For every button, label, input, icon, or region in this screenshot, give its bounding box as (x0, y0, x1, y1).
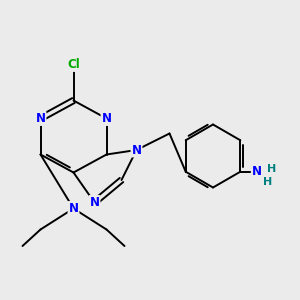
Text: H: H (267, 164, 277, 174)
Text: Cl: Cl (67, 58, 80, 71)
Text: N: N (89, 196, 100, 209)
Text: H: H (263, 177, 272, 187)
Text: N: N (252, 165, 262, 178)
Text: N: N (101, 112, 112, 125)
Text: N: N (131, 143, 142, 157)
Text: N: N (68, 202, 79, 215)
Text: N: N (35, 112, 46, 125)
